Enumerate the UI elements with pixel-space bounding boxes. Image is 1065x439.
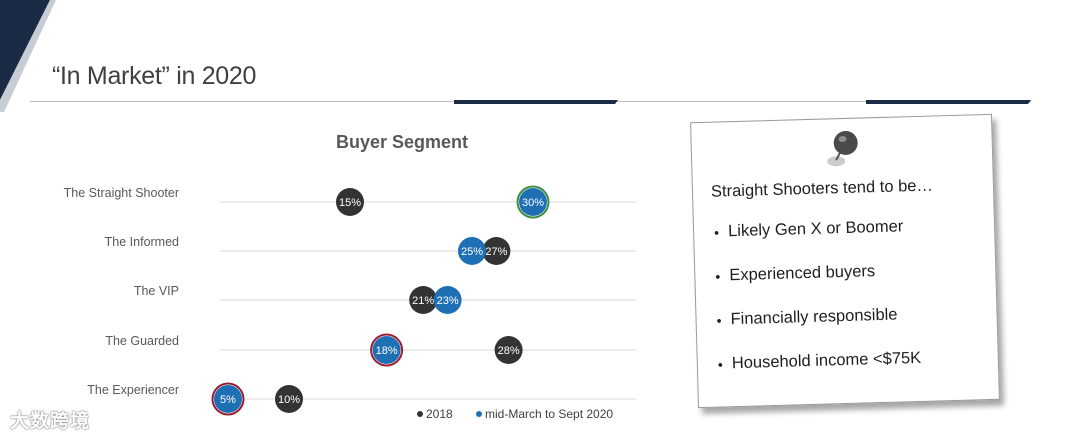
title-rule [30, 100, 1031, 104]
data-point [494, 336, 523, 364]
data-point [275, 385, 303, 413]
watermark-text: 大数跨境 [10, 410, 91, 432]
marker-2018: 27% [482, 237, 511, 265]
buyer-segment-chart: Buyer Segment The Straight Shooter The In… [64, 132, 636, 421]
marker-2020: 23% [433, 286, 462, 314]
chart-title: Buyer Segment [336, 132, 468, 152]
bullet-dot-icon: • [717, 356, 723, 373]
data-markers: 15% 27% 21% 28% 10% 30% 25% 23% 18% 5% [211, 185, 550, 416]
marker-2018: 28% [494, 336, 523, 364]
bullet-dot-icon: • [715, 268, 721, 285]
note-bullet-list: • Likely Gen X or Boomer • Experienced buy… [714, 217, 922, 399]
data-label: 18% [376, 345, 398, 357]
marker-2020: 25% [458, 237, 486, 265]
data-label: 21% [412, 295, 434, 307]
watermark-logo: 大数跨境 [10, 406, 90, 433]
data-point [519, 188, 547, 216]
legend-2018-label: 2018 [426, 407, 453, 421]
category-label: The Guarded [105, 334, 179, 348]
title-rule-accent-1 [454, 100, 618, 104]
data-label: 15% [339, 197, 361, 209]
category-label: The Informed [105, 235, 179, 249]
data-label: 25% [461, 246, 483, 258]
legend-2020-swatch [476, 411, 482, 417]
row-labels: The Straight Shooter The Informed The VIP T… [64, 186, 179, 397]
legend-2020-label: mid-March to Sept 2020 [485, 407, 613, 421]
note-bullet-text: Financially responsible [730, 305, 898, 329]
data-point [458, 237, 486, 265]
note-bullet: • Financially responsible [716, 305, 921, 355]
sticky-note-card: Straight Shooters tend to be… • Likely Ge… [690, 113, 1000, 409]
data-label: 27% [485, 246, 507, 258]
bullet-dot-icon: • [713, 224, 720, 241]
data-point [336, 188, 364, 216]
note-bullet-text: Likely Gen X or Boomer [727, 217, 904, 241]
slide-title: “In Market” in 2020 [52, 62, 257, 90]
data-label: 28% [498, 345, 520, 357]
data-point [433, 286, 462, 314]
note-bullet-text: Experienced buyers [729, 262, 876, 285]
data-point [372, 336, 401, 364]
data-label: 23% [437, 295, 459, 307]
data-point [482, 237, 511, 265]
legend-2018-swatch [417, 411, 423, 417]
pushpin-icon [827, 130, 858, 167]
marker-2020: 18% [370, 333, 404, 367]
marker-2018: 15% [336, 188, 364, 216]
note-heading: Straight Shooters tend to be… [710, 176, 934, 201]
corner-stripe-light [0, 0, 56, 112]
marker-2020: 30% [516, 185, 550, 219]
data-label: 30% [522, 197, 544, 209]
category-label: The Straight Shooter [64, 186, 179, 200]
data-label: 10% [278, 394, 300, 406]
corner-stripe-decoration [0, 0, 56, 112]
note-bullet: • Experienced buyers [715, 261, 920, 311]
marker-2018: 10% [275, 385, 303, 413]
title-rule-accent-2 [866, 100, 1031, 104]
marker-2020: 5% [211, 382, 245, 416]
category-label: The Experiencer [87, 383, 179, 397]
marker-2018: 21% [409, 286, 438, 314]
note-bullet: • Likely Gen X or Boomer [714, 217, 919, 267]
chart-legend: 2018 mid-March to Sept 2020 [417, 407, 613, 421]
category-label: The VIP [134, 284, 179, 298]
note-bullet-text: Household income <$75K [731, 348, 922, 373]
data-point [214, 385, 242, 413]
note-bullet: • Household income <$75K [718, 349, 923, 399]
data-point [409, 286, 438, 314]
data-label: 5% [220, 394, 236, 406]
bullet-dot-icon: • [716, 312, 722, 329]
